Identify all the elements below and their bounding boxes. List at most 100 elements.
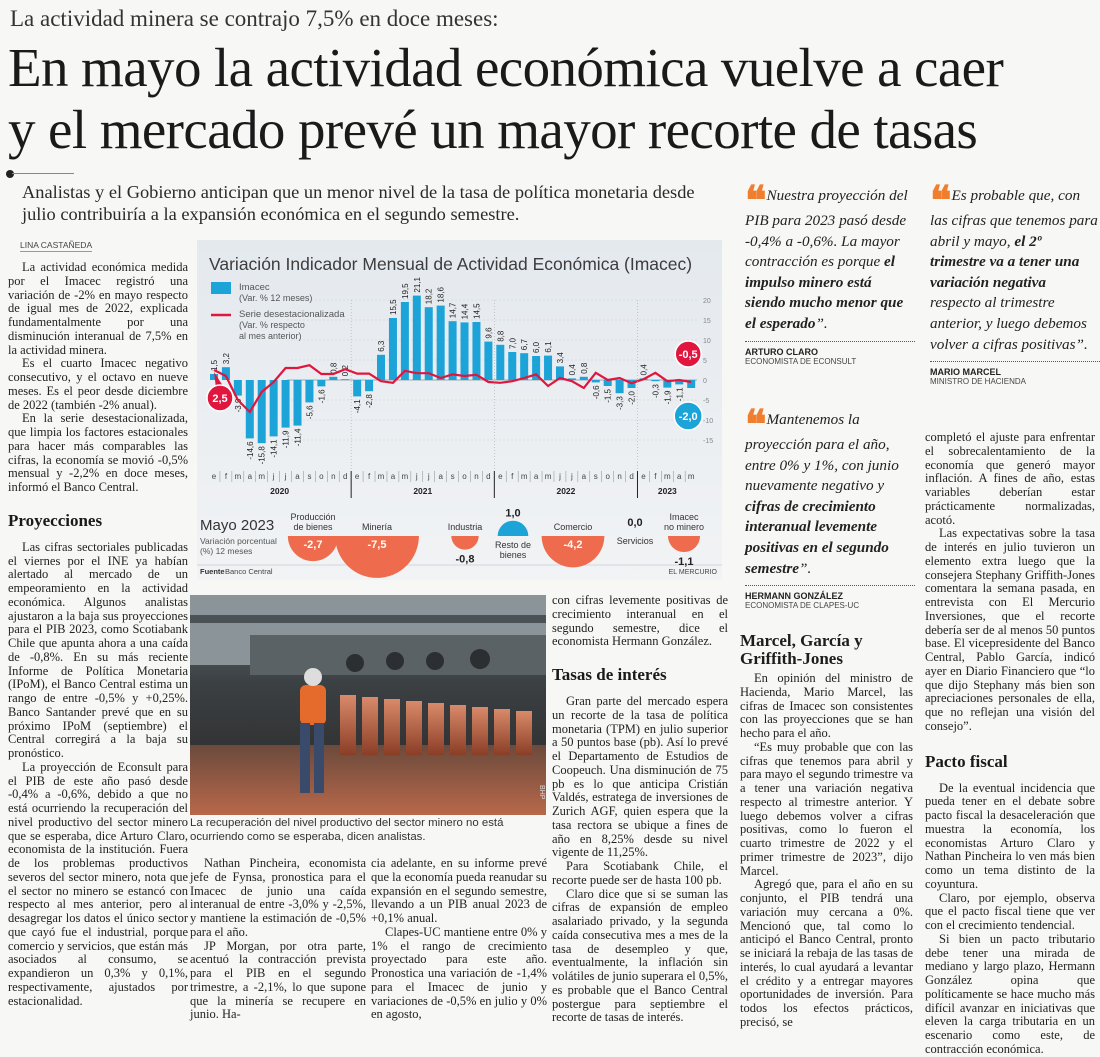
paragraph: JP Morgan, por otra parte, acentuó la co…: [190, 938, 366, 1022]
month-tick-label: a: [391, 472, 396, 481]
pull-quote-marcel: ❝ Es probable que, con las cifras que ten…: [930, 181, 1100, 386]
legend-label: Serie desestacionalizada: [239, 309, 345, 320]
bar-value-label: 0,4: [568, 364, 577, 376]
bar-value-label: 0,8: [580, 362, 589, 374]
article-column-3: con cifras levemente positivas de crecim…: [552, 593, 728, 1025]
category-value: -7,5: [368, 539, 387, 551]
month-tick-label: m: [545, 472, 552, 481]
callout-pointer: [214, 372, 223, 388]
paragraph: La proyección de Econsult para el PIB de…: [8, 759, 188, 1008]
bar-value-label: -3,3: [616, 396, 625, 410]
bar-value-label: -11,4: [294, 428, 303, 446]
category-semicircle: [667, 536, 701, 553]
category-value: 0,0: [627, 517, 642, 529]
year-label: 2020: [270, 486, 289, 496]
bar-value-label: 18,2: [425, 288, 434, 304]
y-tick-label: -10: [703, 418, 713, 425]
bar-value-label: -2,0: [628, 390, 637, 404]
bar-value-label: 6,1: [544, 341, 553, 353]
bar-value-label: 14,4: [461, 303, 470, 319]
bar-value-label: 9,6: [484, 327, 493, 339]
category-value: -1,1: [675, 556, 694, 568]
article-column-a: Nathan Pincheira, economista jefe de Fyn…: [190, 856, 366, 1022]
callout-label: 2,5: [212, 393, 227, 405]
month-tick-label: f: [368, 472, 371, 481]
bar: [603, 380, 612, 386]
month-tick-label: e: [641, 472, 646, 481]
callout-last-line: [674, 340, 702, 368]
paragraph: Las expectativas sobre la tasa de interé…: [925, 526, 1095, 733]
bar: [365, 380, 374, 392]
callout-last-bar: [673, 401, 703, 431]
quote-text: respecto al trimestre anterior, y luego …: [930, 294, 1088, 353]
category-semicircle: [287, 536, 339, 562]
paragraph: Agregó que, para el año en su conjunto, …: [740, 877, 913, 1029]
copper-plate: [428, 703, 444, 755]
quote-author-role: ECONOMISTA DE ECONSULT: [745, 356, 857, 366]
month-tick-label: m: [378, 472, 385, 481]
month-tick-label: a: [248, 472, 253, 481]
bar-value-label: 6,3: [377, 340, 386, 352]
month-tick-label: e: [355, 472, 360, 481]
source-value: Banco Central: [225, 567, 273, 576]
copper-plate: [362, 697, 378, 755]
bar: [675, 380, 684, 385]
paragraph: Es el cuarto Imacec negativo consecutivo…: [8, 356, 188, 412]
month-tick-label: f: [654, 472, 657, 481]
copper-plate: [516, 711, 532, 755]
month-tick-label: j: [284, 472, 287, 481]
paragraph: Nathan Pincheira, economista jefe de Fyn…: [190, 856, 366, 939]
year-label: 2022: [556, 486, 575, 496]
callout-label: -2,0: [679, 411, 698, 423]
month-tick-label: m: [664, 472, 671, 481]
kicker: La actividad minera se contrajo 7,5% en …: [10, 6, 499, 31]
month-tick-label: m: [258, 472, 265, 481]
y-tick-label: 15: [703, 318, 711, 325]
bar-value-label: -1,6: [317, 389, 326, 403]
copper-plate: [384, 699, 400, 755]
paragraph: En opinión del ministro de Hacienda, Mar…: [740, 671, 913, 740]
paragraph: Si bien un pacto tributario debe tener u…: [925, 931, 1095, 1056]
mine-photo: BHP: [190, 595, 546, 815]
byline: LINA CASTAÑEDA: [20, 240, 93, 252]
category-label: bienes: [500, 550, 527, 560]
deck: Analistas y el Gobierno anticipan que un…: [22, 182, 695, 224]
bar: [233, 380, 242, 396]
month-tick-label: m: [235, 472, 242, 481]
category-semicircle: [541, 536, 605, 568]
bar: [448, 321, 457, 380]
paragraph: Claro dice que si se suman las cifras de…: [552, 886, 728, 1025]
bar-value-label: 18,6: [437, 286, 446, 302]
bar-value-label: -14,1: [270, 439, 279, 458]
category-label: Producción: [290, 512, 335, 522]
month-tick-label: j: [272, 472, 275, 481]
callout-first-line: [206, 384, 234, 412]
bar-value-label: -1,5: [604, 388, 613, 402]
month-tick-label: a: [677, 472, 682, 481]
chart-title: Variación Indicador Mensual de Actividad…: [209, 254, 692, 274]
month-tick-label: m: [402, 472, 409, 481]
month-tick-label: j: [427, 472, 430, 481]
paragraph: En la serie desestacionalizada, que limp…: [8, 411, 188, 494]
quote-author: ARTURO CLARO: [745, 346, 818, 357]
bar: [281, 380, 290, 428]
section-heading: Tasas de interés: [552, 665, 667, 684]
panel-title: Mayo 2023: [200, 517, 274, 534]
headline-line-1: En mayo la actividad económica vuelve a …: [8, 37, 1004, 98]
copper-plate: [494, 709, 510, 755]
bar: [305, 380, 314, 403]
bar-value-label: 0,4: [639, 364, 648, 376]
bar-value-label: 15,5: [389, 299, 398, 315]
paragraph: Clapes-UC mantiene entre 0% y 1% el rang…: [371, 924, 547, 1022]
month-tick-label: n: [474, 472, 478, 481]
y-tick-label: 5: [703, 358, 707, 365]
year-label: 2021: [413, 486, 432, 496]
bar: [520, 353, 529, 380]
paragraph: La actividad económica medida por el Ima…: [8, 260, 188, 357]
bar: [615, 380, 624, 394]
bar-value-label: 21,1: [413, 276, 422, 292]
bar: [567, 378, 576, 380]
bar-value-label: -0,6: [592, 385, 601, 399]
legend-sublabel: al mes anterior): [239, 331, 302, 341]
bar: [293, 380, 302, 426]
